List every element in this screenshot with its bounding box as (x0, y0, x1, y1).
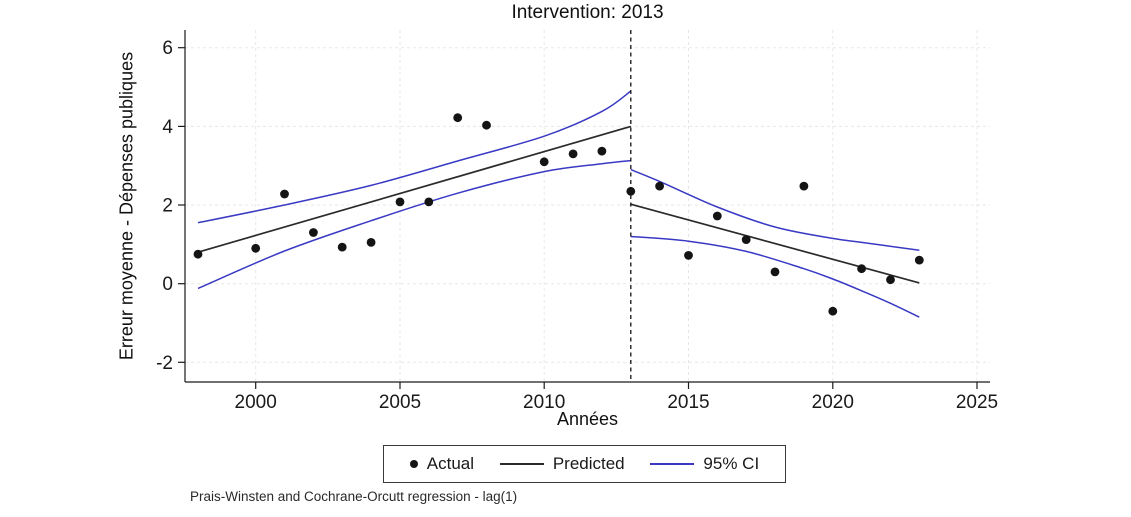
predicted-line-icon (499, 463, 544, 465)
actual-point (655, 181, 664, 191)
actual-point (857, 264, 866, 274)
predicted-line-pre (197, 125, 632, 254)
actual-point (539, 157, 549, 167)
legend-item-actual: Actual (409, 454, 475, 474)
actual-point (770, 267, 780, 277)
actual-point (626, 186, 636, 196)
ci-upper-pre (197, 90, 632, 224)
y-tick-label: 0 (162, 274, 173, 295)
axes: -2 0 2 4 6 2000 2005 2010 2015 2020 2025 (156, 30, 998, 413)
legend-label-actual: Actual (426, 454, 475, 473)
actual-point (309, 228, 318, 237)
y-tick-label: 6 (162, 38, 173, 59)
actual-point (741, 235, 751, 245)
predicted-line-post (630, 203, 920, 284)
confidence-interval-lines (197, 90, 920, 318)
regression-note: Prais-Winsten and Cochrane-Orcutt regres… (190, 489, 518, 504)
actual-point (193, 249, 203, 259)
x-axis-label: Années (556, 409, 619, 429)
legend: Actual Predicted 95% CI (383, 445, 786, 483)
actual-point (280, 189, 289, 199)
x-tick-label: 2005 (379, 392, 421, 413)
ci-line-icon (650, 463, 695, 465)
gridlines (185, 30, 990, 382)
y-tick-label: -2 (156, 353, 173, 374)
actual-point (337, 242, 347, 252)
actual-point (366, 238, 376, 247)
y-tick-label: 4 (162, 117, 173, 138)
actual-point (712, 211, 722, 221)
y-tick-label: 2 (162, 196, 173, 217)
legend-label-ci: 95% CI (703, 454, 760, 473)
x-tick-label: 2000 (235, 392, 277, 413)
x-tick-label: 2020 (812, 392, 854, 413)
actual-point (799, 181, 809, 191)
actual-point (395, 197, 405, 207)
actual-point (828, 306, 838, 316)
legend-label-predicted: Predicted (552, 454, 625, 473)
legend-item-ci: 95% CI (650, 454, 759, 474)
legend-item-predicted: Predicted (499, 454, 625, 474)
x-tick-label: 2010 (523, 392, 565, 413)
actual-point (684, 251, 693, 260)
ci-upper-post (630, 168, 920, 251)
x-tick-label: 2015 (667, 392, 709, 413)
actual-point (453, 113, 463, 123)
predicted-lines (197, 125, 920, 284)
ci-lower-post (630, 235, 920, 318)
actual-point (568, 149, 578, 159)
actual-dot-icon (409, 460, 418, 468)
actual-point (914, 255, 924, 265)
actual-point (251, 243, 261, 253)
chart-title: Intervention: 2013 (511, 2, 664, 23)
actual-point (886, 275, 895, 285)
actual-points (193, 113, 924, 316)
ci-lower-pre (197, 159, 631, 290)
actual-point (482, 120, 491, 130)
actual-point (597, 146, 607, 156)
plot-area: -2 0 2 4 6 2000 2005 2010 2015 2020 2025 (156, 30, 998, 413)
x-tick-label: 2025 (956, 392, 998, 413)
actual-point (424, 197, 434, 207)
